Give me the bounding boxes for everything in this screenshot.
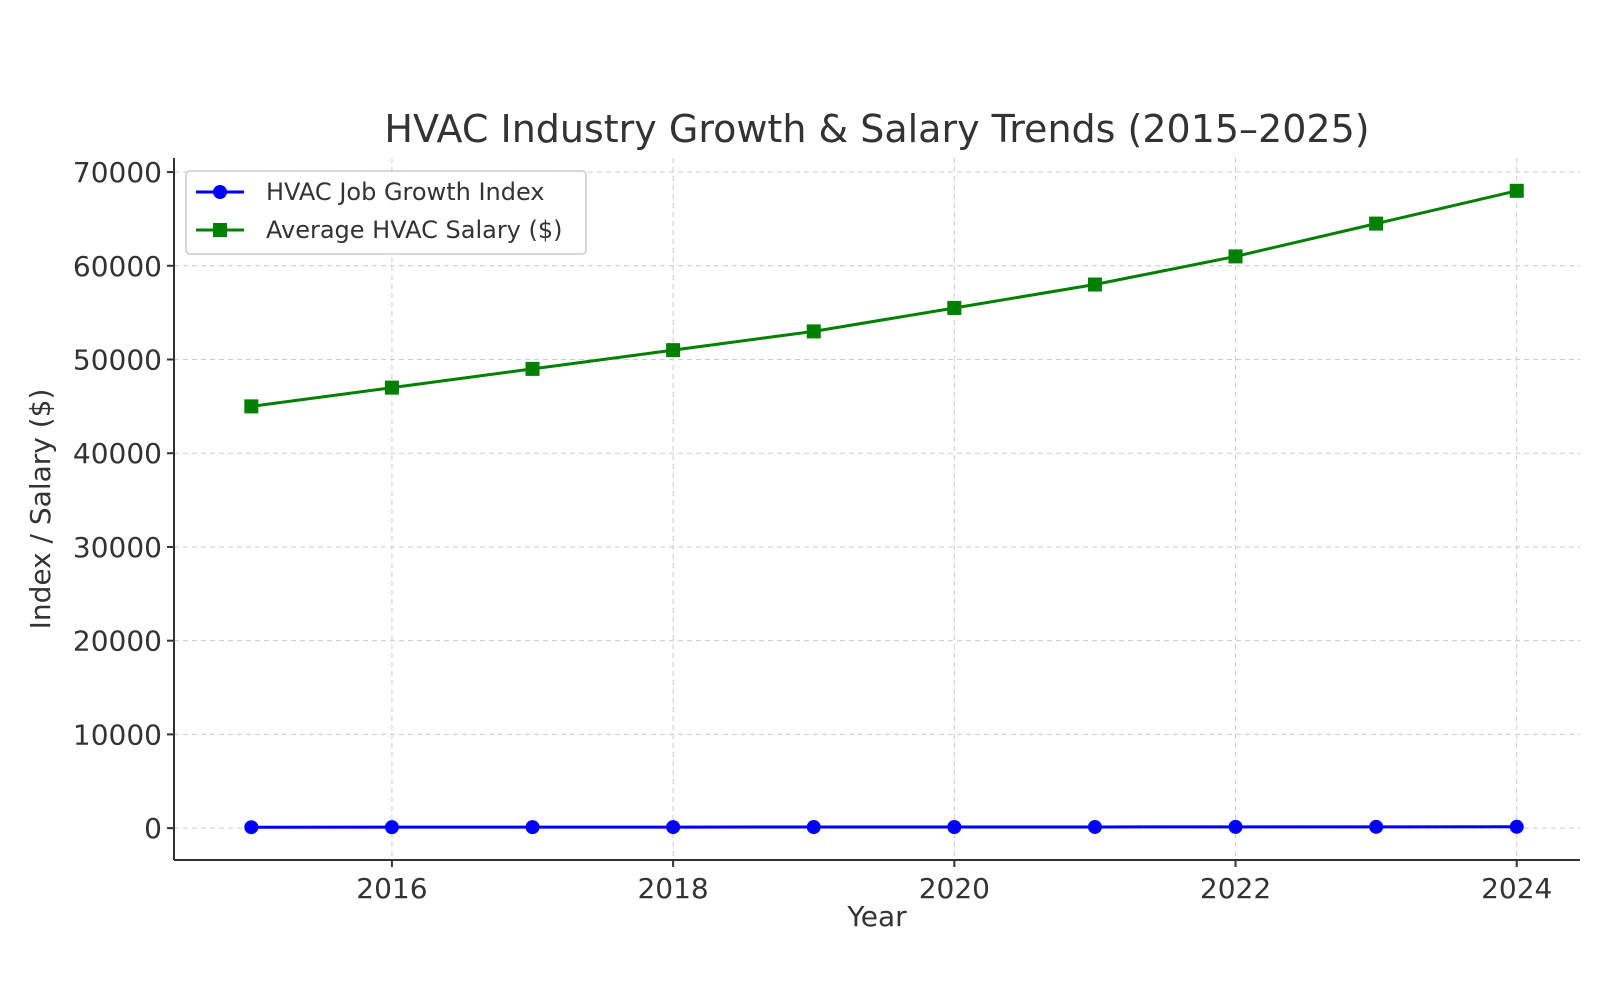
data-point [244,399,259,414]
data-point [1087,819,1102,834]
y-tick-label: 10000 [73,718,162,751]
grid [174,158,1580,860]
x-axis-label: Year [846,900,907,933]
data-point [1369,216,1384,231]
legend: HVAC Job Growth Index Average HVAC Salary… [185,170,587,255]
series-group [244,819,1524,835]
data-point [666,343,681,358]
x-tick-label: 2024 [1481,872,1552,905]
data-point [525,361,540,376]
data-point [384,820,399,835]
x-tick-label: 2016 [356,872,427,905]
data-point [1369,819,1384,834]
data-point [384,380,399,395]
y-tick-label: 30000 [73,531,162,564]
legend-marker [213,185,227,199]
series-group [244,183,1524,414]
legend-box [185,170,587,255]
data-point [1509,183,1524,198]
axes: 2016 2018 2020 2022 2024 0 10000 20000 30000 4000… [73,156,1580,905]
data-point [947,300,962,315]
series-line [251,189,1518,408]
y-tick-label: 40000 [73,437,162,470]
y-tick-label: 20000 [73,625,162,658]
y-axis-label: Index / Salary ($) [24,389,57,630]
data-point [806,324,821,339]
data-point [1509,819,1524,834]
data-point [947,819,962,834]
x-tick-label: 2018 [637,872,708,905]
legend-marker [213,223,227,237]
x-tick-label: 2020 [919,872,990,905]
data-point [244,820,259,835]
legend-label: HVAC Job Growth Index [266,178,545,206]
legend-item: HVAC Job Growth Index [196,178,545,206]
series-layer [244,183,1524,835]
y-tick-label: 70000 [73,156,162,189]
data-point [525,820,540,835]
data-point [1087,277,1102,292]
x-tick-label: 2022 [1200,872,1271,905]
data-point [806,820,821,835]
chart-title: HVAC Industry Growth & Salary Trends (20… [384,107,1369,151]
y-tick-label: 60000 [73,250,162,283]
y-tick-label: 50000 [73,344,162,377]
data-point [666,820,681,835]
y-tick-label: 0 [144,812,162,845]
legend-item: Average HVAC Salary ($) [196,216,563,244]
data-point [1228,249,1243,264]
data-point [1228,819,1243,834]
legend-label: Average HVAC Salary ($) [266,216,563,244]
